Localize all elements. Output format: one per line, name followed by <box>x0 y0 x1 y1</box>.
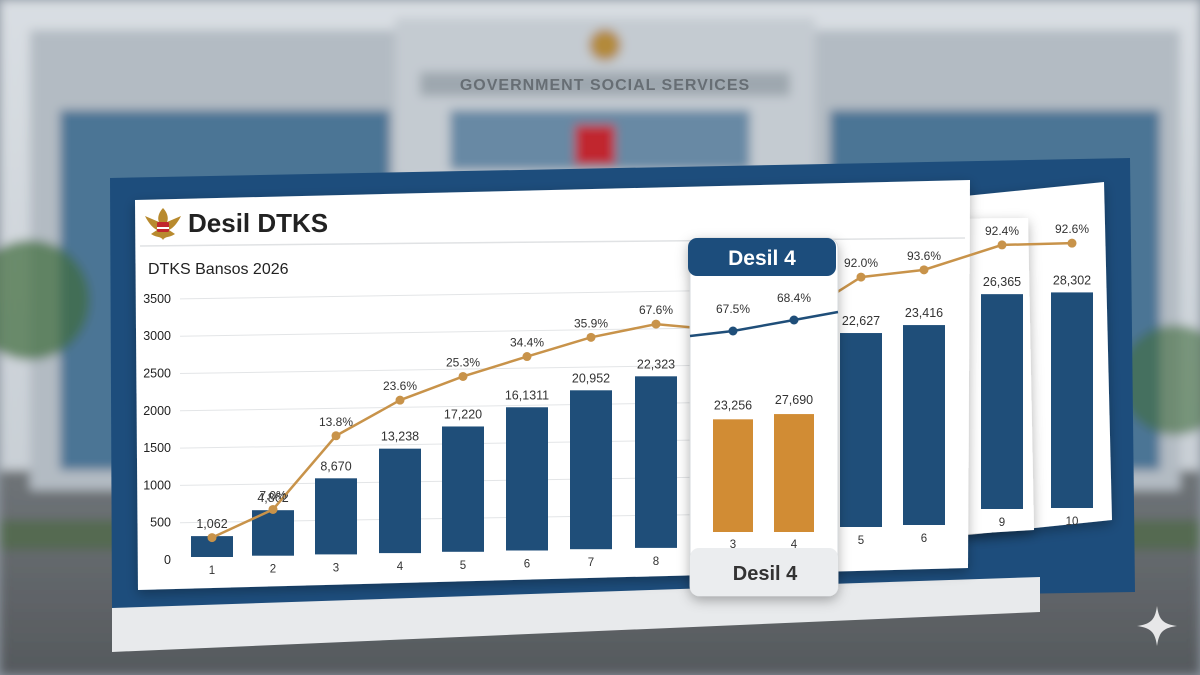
trend-percent-label: 92.6% <box>1055 222 1089 236</box>
trend-percent-label: 92.4% <box>985 224 1019 238</box>
bar <box>1051 292 1093 508</box>
garuda-emblem-icon <box>145 208 181 240</box>
trend-percent-label: 7.0% <box>259 488 287 502</box>
trend-percent-label: 68.4% <box>777 291 811 305</box>
x-tick-label: 5 <box>460 560 466 572</box>
trend-percent-label: 25.3% <box>446 355 480 369</box>
trend-point <box>997 240 1007 250</box>
gridline <box>179 290 691 300</box>
x-tick-label: 9 <box>999 517 1005 529</box>
building-sign: GOVERNMENT SOCIAL SERVICES <box>460 77 750 94</box>
trend-point <box>728 326 738 336</box>
trend-point <box>856 272 866 282</box>
trend-percent-label: 93.6% <box>907 249 941 263</box>
bar <box>191 536 233 557</box>
bar <box>903 325 945 525</box>
x-tick-label: 4 <box>791 539 798 551</box>
bar-value-label: 1,062 <box>196 517 227 531</box>
y-tick-label: 3000 <box>143 329 171 343</box>
trend-point <box>789 315 799 325</box>
bar-value-label: 17,220 <box>444 407 482 421</box>
bar-value-label: 16,1311 <box>505 388 549 402</box>
x-tick-label: 3 <box>730 539 736 551</box>
bar-value-label: 23,256 <box>714 398 752 412</box>
y-tick-label: 1000 <box>143 478 171 492</box>
callout-panel <box>688 237 839 597</box>
bar <box>840 333 882 527</box>
x-tick-label: 4 <box>397 561 404 573</box>
bar-highlight <box>774 414 814 532</box>
bars-back: 22,627 5 23,416 6 <box>840 306 945 547</box>
trend-point <box>331 431 341 441</box>
bar-value-label: 26,365 <box>983 275 1021 289</box>
x-tick-label: 2 <box>270 564 276 576</box>
bar <box>570 390 612 550</box>
trend-point <box>522 352 532 362</box>
trend-point <box>458 371 468 381</box>
y-tick-label: 1500 <box>143 441 171 455</box>
bars-main: 1,06214,86228,670313,238417,220516,13116… <box>191 357 677 577</box>
bar <box>635 376 677 548</box>
bars-highlight: 23,256 3 27,690 4 67.5% 68.4% <box>689 291 839 551</box>
bar-value-label: 22,323 <box>637 357 675 371</box>
x-tick-label: 7 <box>588 557 594 569</box>
x-tick-label: 5 <box>858 535 864 547</box>
y-tick-label: 500 <box>150 516 171 530</box>
trend-percent-label: 23.6% <box>383 379 417 393</box>
y-tick-label: 3500 <box>143 292 171 306</box>
card-title: Desil DTKS <box>188 208 328 238</box>
x-tick-label: 6 <box>524 559 530 571</box>
trend-percent-label: 67.6% <box>639 303 673 317</box>
callout-caption: Desil 4 <box>733 563 798 585</box>
bar-value-label: 27,690 <box>775 393 813 407</box>
bar <box>442 426 484 552</box>
bar-value-label: 20,952 <box>572 371 610 385</box>
trend-point <box>919 265 929 275</box>
sparkle-icon <box>1137 606 1177 646</box>
trend-point <box>586 332 596 342</box>
bar-highlight <box>713 419 753 532</box>
trend-percent-label: 35.9% <box>574 316 608 330</box>
gridline <box>179 365 691 374</box>
trend-line-highlight <box>689 310 839 338</box>
x-tick-label: 8 <box>653 556 659 568</box>
x-tick-label: 1 <box>209 565 215 577</box>
trend-line: 7.0% 13.8% 23.6% 25.3% 34.4% 35.9% 67.6% 92.0% 9… <box>207 222 1089 543</box>
trend-point <box>207 533 217 543</box>
bar-value-label: 13,238 <box>381 430 419 444</box>
bars-far: 26,365 9 28,302 10 <box>981 273 1093 529</box>
bar <box>252 510 294 556</box>
trend-percent-label: 92.0% <box>844 256 878 270</box>
trend-point <box>1067 238 1077 248</box>
trend-point <box>268 504 278 514</box>
bar <box>506 407 548 551</box>
bar-value-label: 28,302 <box>1053 273 1091 287</box>
x-tick-label: 3 <box>333 562 339 574</box>
trend-point <box>651 319 661 329</box>
y-tick-label: 2000 <box>143 404 171 418</box>
y-axis: 0 500 1000 1500 2000 2500 3000 3500 <box>143 292 171 567</box>
bar <box>315 478 357 555</box>
y-tick-label: 0 <box>164 553 171 567</box>
bar-value-label: 23,416 <box>905 306 943 320</box>
callout-title: Desil 4 <box>728 247 796 270</box>
bar-value-label: 22,627 <box>842 314 880 328</box>
x-tick-label: 6 <box>921 533 927 545</box>
trend-percent-label: 34.4% <box>510 336 544 350</box>
bar <box>981 294 1023 509</box>
bar <box>379 448 421 554</box>
trend-percent-label: 13.8% <box>319 415 353 429</box>
trend-percent-label: 67.5% <box>716 302 750 316</box>
y-tick-label: 2500 <box>143 367 171 381</box>
trend-line-path <box>211 241 1073 539</box>
x-tick-label: 10 <box>1066 516 1079 528</box>
chart-title: DTKS Bansos 2026 <box>148 261 289 278</box>
gridline <box>179 327 691 337</box>
trend-point <box>395 395 405 405</box>
bar-value-label: 8,670 <box>320 459 351 473</box>
